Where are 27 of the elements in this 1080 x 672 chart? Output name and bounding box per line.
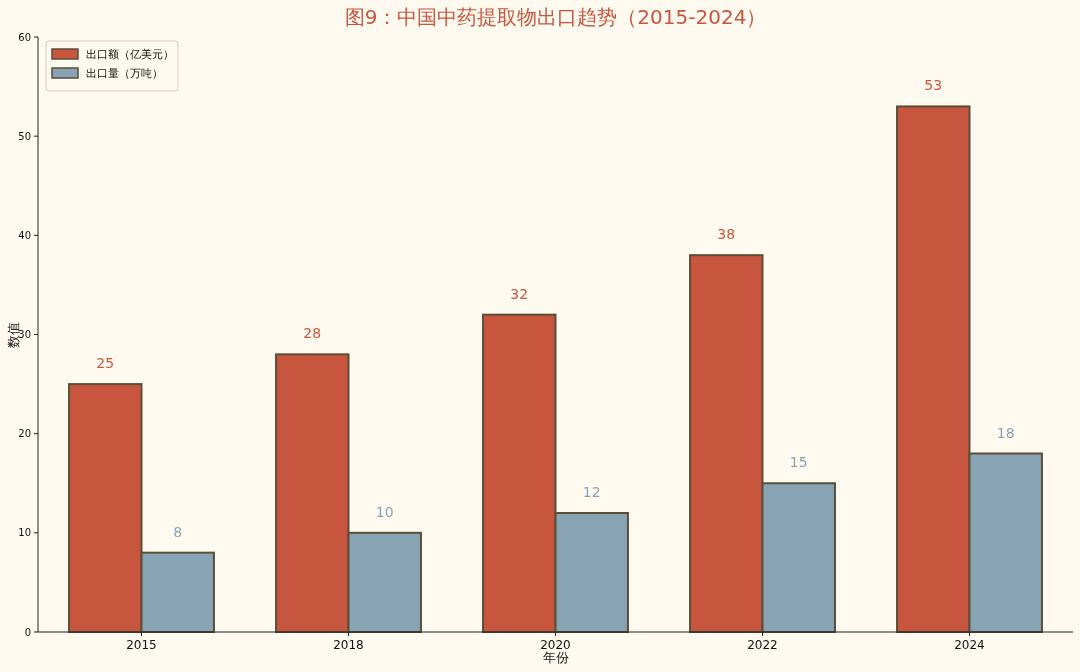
x-tick-label: 2024 [954,638,985,652]
data-label: 10 [375,503,394,520]
chart-title: 图9：中国中药提取物出口趋势（2015-2024） [344,5,767,29]
data-label: 12 [582,484,601,500]
y-tick-label: 50 [18,130,31,142]
data-label: 18 [996,424,1015,441]
y-axis-title: 数值 [6,321,21,348]
legend-label: 出口额（亿美元） [86,48,174,61]
x-tick-label: 2022 [747,638,778,652]
data-label: 15 [789,454,808,471]
legend-label: 出口量（万吨） [86,67,163,80]
y-tick-label: 30 [18,329,31,340]
y-tick-label: 10 [18,527,31,539]
y-tick-label: 20 [18,428,31,440]
y-tick-label: 60 [18,31,31,43]
data-label: 28 [303,325,322,342]
data-label: 32 [510,285,529,302]
data-label: 8 [173,523,183,540]
y-tick-label: 0 [24,626,31,638]
data-label: 25 [96,355,115,372]
data-label: 38 [717,226,736,243]
x-axis-title: 年份 [542,650,569,665]
x-tick-label: 2018 [333,638,364,652]
x-tick-label: 2020 [540,638,571,652]
data-label: 53 [924,77,943,94]
x-tick-label: 2015 [126,638,157,652]
y-tick-label: 40 [18,229,31,241]
